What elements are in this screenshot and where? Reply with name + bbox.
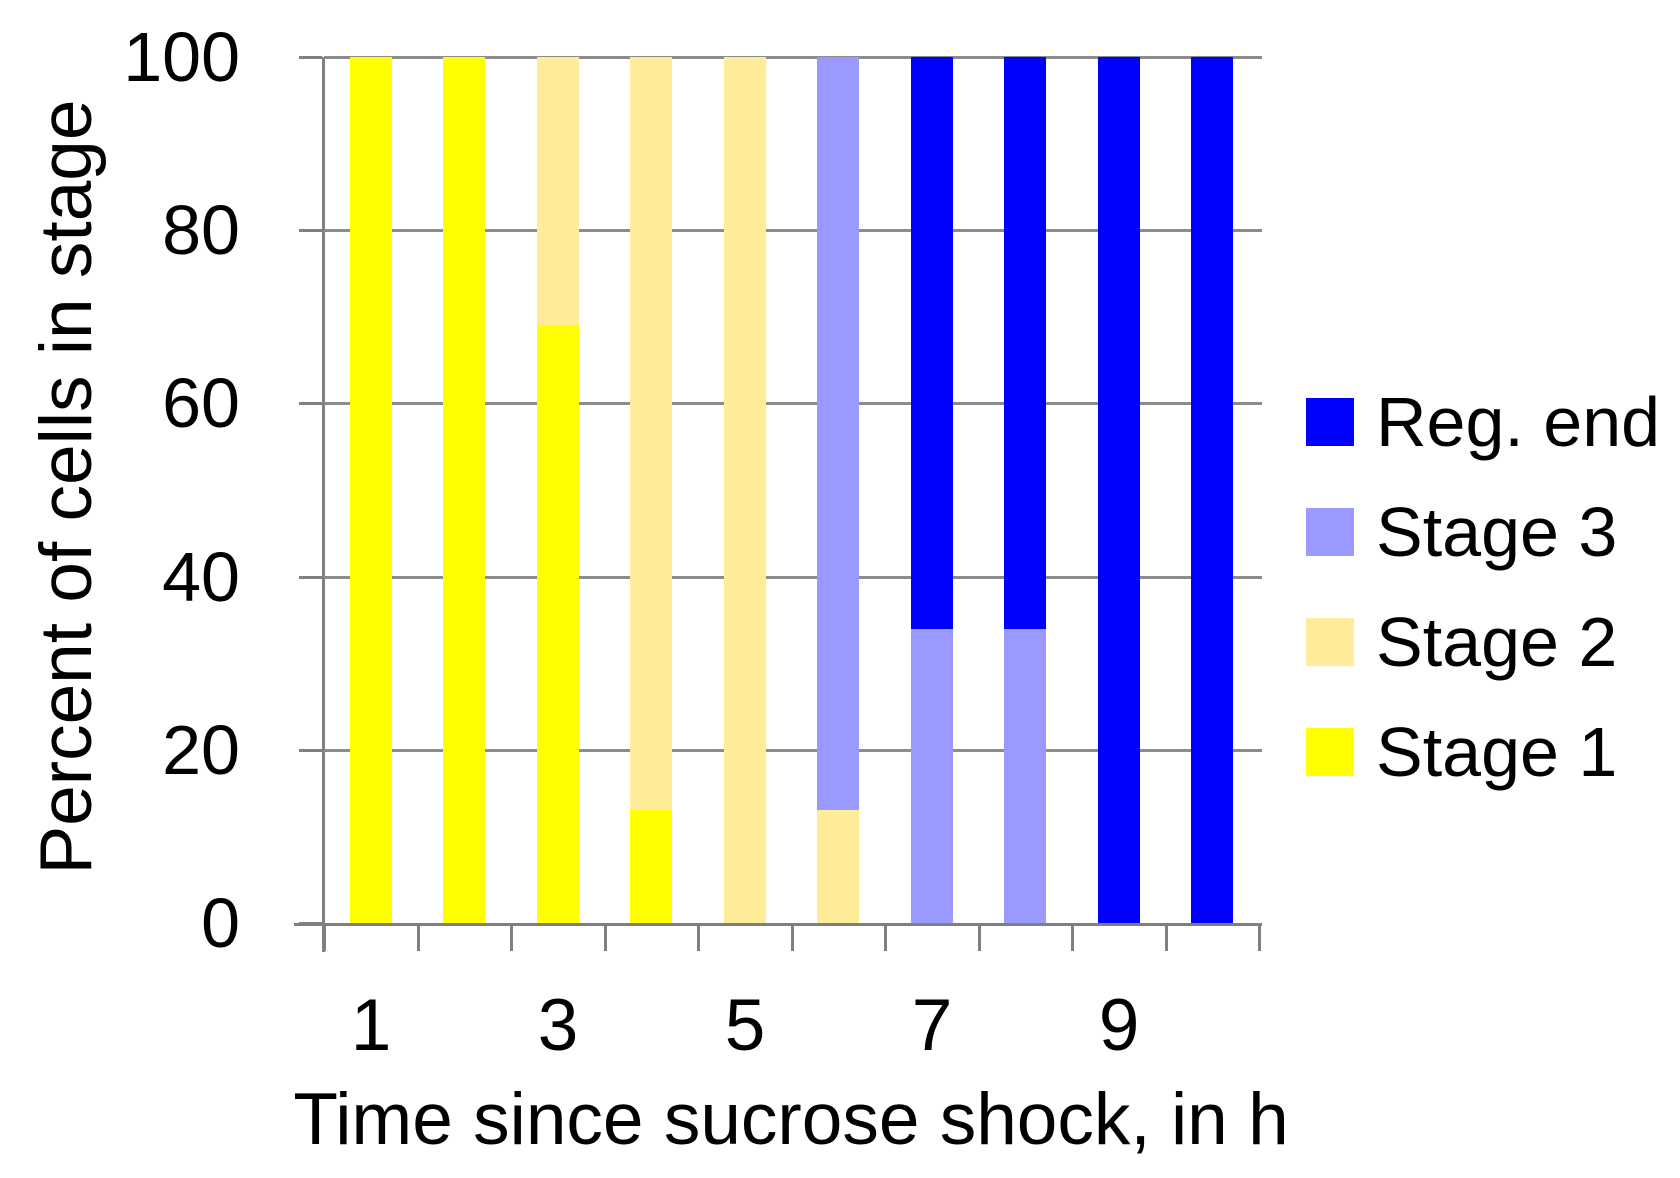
bar-segment-stage-2-cat-4 (630, 57, 672, 810)
y-tick-label-0: 0 (201, 884, 240, 962)
bar-segment-reg-end-cat-9 (1098, 57, 1140, 923)
bar-segment-stage-3-cat-8 (1004, 629, 1046, 923)
y-tick-0 (299, 922, 322, 925)
x-tick-9 (1165, 923, 1168, 951)
x-tick-7 (978, 923, 981, 951)
gridline-100 (324, 56, 1262, 59)
bar-segment-stage-1-cat-4 (630, 810, 672, 923)
bar-segment-reg-end-cat-7 (911, 57, 953, 629)
bar-segment-stage-2-cat-6 (817, 810, 859, 923)
y-tick-20 (299, 749, 322, 752)
gridline-40 (324, 576, 1262, 579)
x-tick-0 (323, 923, 326, 951)
bar-segment-reg-end-cat-8 (1004, 57, 1046, 629)
x-tick-label-9: 9 (1098, 985, 1140, 1066)
x-tick-10 (1258, 923, 1261, 951)
x-axis-title: Time since sucrose shock, in h (293, 1079, 1289, 1160)
bar-segment-stage-1-cat-2 (443, 57, 485, 923)
gridline-80 (324, 229, 1262, 232)
y-tick-80 (299, 229, 322, 232)
legend-label-stage-3: Stage 3 (1376, 493, 1618, 571)
x-tick-label-3: 3 (537, 985, 579, 1066)
bar-segment-stage-3-cat-7 (911, 629, 953, 923)
x-tick-6 (884, 923, 887, 951)
bar-segment-stage-2-cat-5 (724, 57, 766, 923)
legend-swatch-stage-3 (1306, 508, 1354, 556)
x-tick-8 (1071, 923, 1074, 951)
y-tick-40 (299, 576, 322, 579)
x-axis-line (294, 923, 1262, 926)
legend-swatch-stage-2 (1306, 618, 1354, 666)
bar-segment-stage-3-cat-6 (817, 57, 859, 810)
legend-label-reg-end: Reg. end (1376, 383, 1661, 461)
y-tick-60 (299, 402, 322, 405)
y-axis-line (322, 57, 325, 952)
x-tick-5 (791, 923, 794, 951)
gridline-20 (324, 749, 1262, 752)
legend-label-stage-1: Stage 1 (1376, 713, 1618, 791)
legend-label-stage-2: Stage 2 (1376, 603, 1618, 681)
y-axis-title: Percent of cells in stage (26, 99, 107, 875)
y-tick-label-40: 40 (162, 538, 240, 616)
x-tick-1 (417, 923, 420, 951)
x-tick-4 (697, 923, 700, 951)
x-tick-3 (604, 923, 607, 951)
x-tick-label-7: 7 (911, 985, 953, 1066)
plot-area (294, 56, 1262, 952)
bar-segment-stage-1-cat-3 (537, 325, 579, 923)
bar-segment-stage-1-cat-1 (350, 57, 392, 923)
y-tick-label-80: 80 (162, 191, 240, 269)
x-tick-2 (510, 923, 513, 951)
bar-segment-stage-2-cat-3 (537, 57, 579, 325)
legend-swatch-stage-1 (1306, 728, 1354, 776)
x-tick-label-5: 5 (724, 985, 766, 1066)
x-tick-label-1: 1 (350, 985, 392, 1066)
y-tick-label-100: 100 (123, 18, 240, 96)
bar-segment-reg-end-cat-10 (1191, 57, 1233, 923)
legend-swatch-reg-end (1306, 398, 1354, 446)
gridline-60 (324, 402, 1262, 405)
y-tick-label-60: 60 (162, 364, 240, 442)
y-tick-100 (299, 56, 322, 59)
y-tick-label-20: 20 (162, 711, 240, 789)
